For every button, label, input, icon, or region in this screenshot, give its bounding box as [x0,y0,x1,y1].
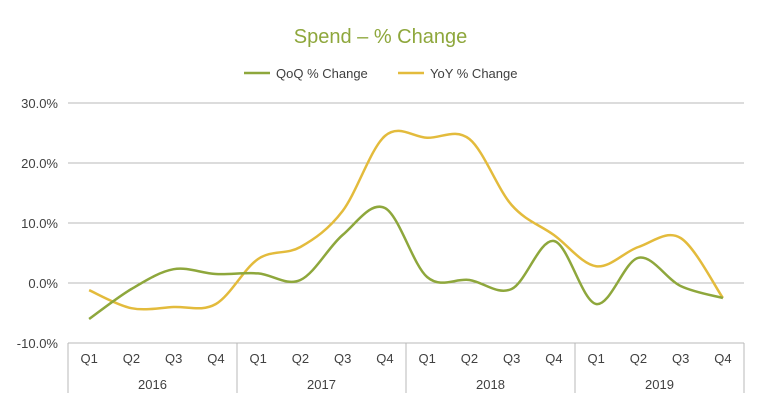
x-tick-label: Q2 [461,351,478,366]
x-group-label: 2017 [307,377,336,392]
chart-title: Spend – % Change [293,26,468,48]
legend: QoQ % Change YoY % Change [244,66,517,81]
x-tick-label: Q3 [334,351,351,366]
x-tick-label: Q3 [503,351,520,366]
y-tick-label: 30.0% [21,96,58,111]
x-tick-label: Q1 [418,351,435,366]
y-tick-label: 20.0% [21,156,58,171]
y-tick-label: 10.0% [21,216,58,231]
y-axis-ticks: -10.0% 0.0% 10.0% 20.0% 30.0% [17,96,59,351]
x-tick-label: Q1 [249,351,266,366]
x-group-label: 2016 [138,377,167,392]
x-tick-label: Q4 [545,351,562,366]
x-tick-label: Q2 [292,351,309,366]
x-tick-label: Q3 [672,351,689,366]
x-group-label: 2018 [476,377,505,392]
x-tick-label: Q2 [630,351,647,366]
series-line-qoq [88,205,724,321]
y-tick-label: -10.0% [17,336,59,351]
y-tick-label: 0.0% [28,276,58,291]
x-group-label: 2019 [645,377,674,392]
legend-label: QoQ % Change [276,66,368,81]
series-line-yoy [88,129,724,311]
x-axis: Q1 Q2 Q3 Q4 Q1 Q2 Q3 Q4 Q1 Q2 Q3 Q4 Q1 Q2 Q3 Q4 2016 2017… [67,343,745,393]
series-lines [88,129,724,321]
x-tick-label: Q4 [714,351,731,366]
x-tick-label: Q1 [80,351,97,366]
x-tick-label: Q4 [207,351,224,366]
x-tick-label: Q1 [587,351,604,366]
legend-label: YoY % Change [430,66,517,81]
x-tick-label: Q2 [123,351,140,366]
x-tick-label: Q4 [376,351,393,366]
x-tick-label: Q3 [165,351,182,366]
